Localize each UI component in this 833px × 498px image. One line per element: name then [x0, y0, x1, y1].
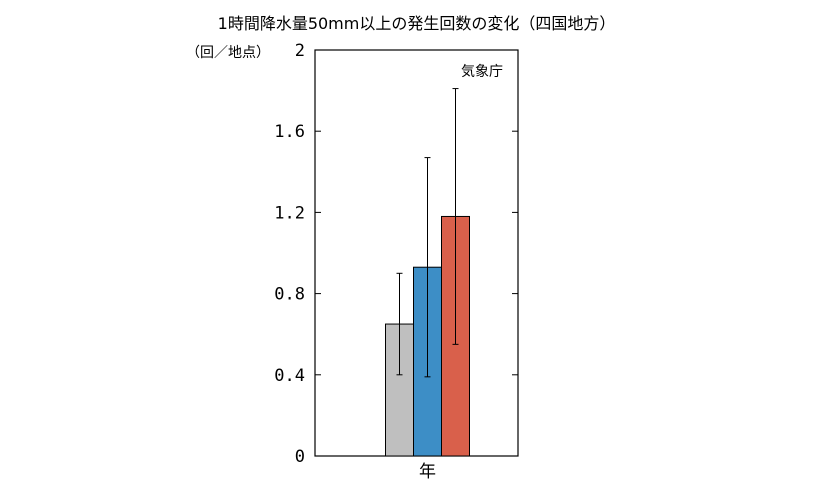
y-tick-label: 1.6 [274, 122, 305, 142]
y-tick-label: 0.8 [274, 285, 305, 305]
credit-label: 気象庁 [461, 64, 503, 80]
y-tick-label: 1.2 [274, 203, 305, 223]
y-unit-label: （回／地点） [186, 45, 270, 61]
chart-title: 1時間降水量50mm以上の発生回数の変化（四国地方） [217, 14, 616, 33]
y-tick-label: 2 [295, 41, 305, 61]
y-tick-label: 0 [295, 447, 305, 467]
y-tick-label: 0.4 [274, 366, 305, 386]
x-category-label: 年 [419, 462, 436, 482]
